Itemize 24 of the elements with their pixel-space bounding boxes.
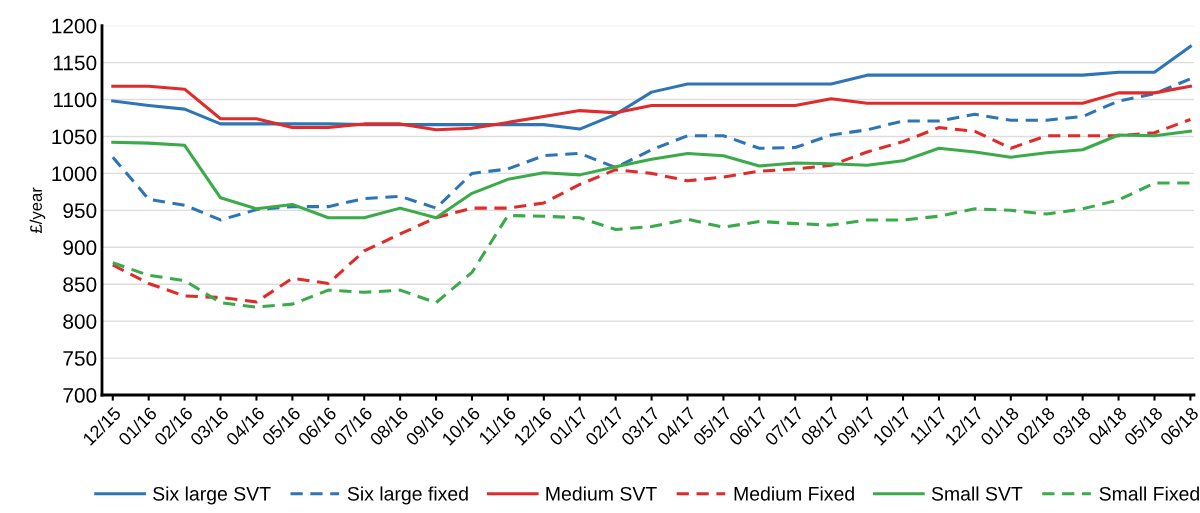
y-tick-label: 900 bbox=[63, 240, 97, 256]
line-series bbox=[111, 84, 1192, 132]
legend-label: Medium Fixed bbox=[734, 486, 854, 501]
legend-label: Six large fixed bbox=[347, 486, 468, 505]
y-tick-label: 700 bbox=[63, 388, 97, 403]
y-tick-label: 750 bbox=[63, 351, 97, 366]
y-tick-label: 1050 bbox=[52, 129, 97, 145]
line-series bbox=[111, 181, 1192, 309]
y-tick-label: 1150 bbox=[53, 55, 97, 71]
line-series bbox=[111, 77, 1192, 222]
legend-label: Medium SVT bbox=[546, 486, 657, 501]
legend-label: Six large SVT bbox=[153, 486, 271, 505]
y-tick-label: 800 bbox=[63, 314, 97, 329]
y-tick-label: 1000 bbox=[52, 166, 97, 182]
y-tick-label: 950 bbox=[63, 203, 97, 219]
line-series bbox=[111, 129, 1192, 220]
legend-label: Small Fixed bbox=[1099, 486, 1199, 501]
y-tick-label: 1100 bbox=[53, 92, 97, 108]
line-series bbox=[111, 117, 1192, 304]
y-axis-title: £/year bbox=[29, 187, 46, 234]
line-series bbox=[111, 44, 1192, 131]
y-tick-label: 1200 bbox=[52, 18, 97, 34]
y-tick-label: 850 bbox=[63, 277, 97, 292]
legend-label: Small SVT bbox=[931, 486, 1023, 501]
